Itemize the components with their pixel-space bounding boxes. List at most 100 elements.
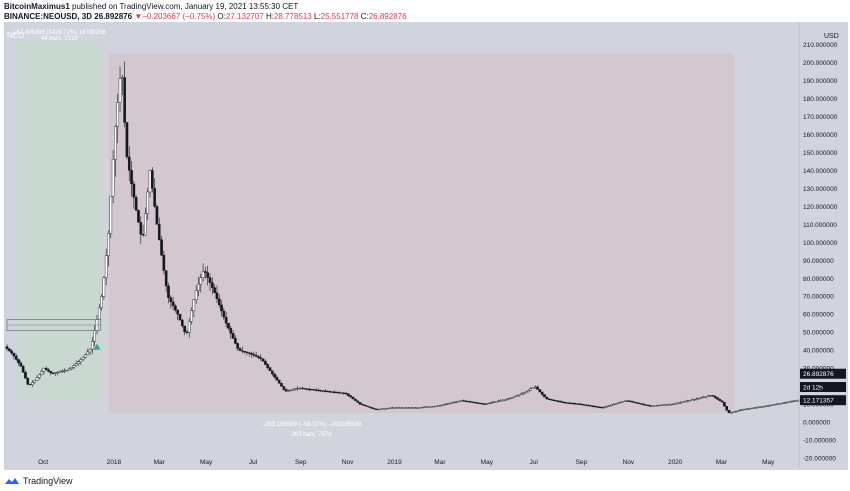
candle-body [300, 387, 304, 390]
candle-body [104, 255, 108, 279]
candle-body [416, 407, 419, 409]
candle-body [506, 398, 509, 400]
x-tick-label: Sep [576, 459, 588, 466]
candle-body [540, 391, 544, 395]
green-measure-zone[interactable] [16, 41, 103, 401]
candle-body [753, 407, 756, 409]
candle-body [430, 406, 433, 408]
candle-body [317, 389, 320, 392]
candle-body [501, 399, 505, 401]
candle-body [695, 398, 699, 400]
candle-body [72, 365, 76, 368]
candle-body [557, 400, 560, 402]
candle-body [630, 401, 634, 403]
x-tick-label: Jul [530, 459, 539, 466]
candle-body [658, 404, 662, 407]
candle-body [84, 354, 87, 358]
candle-body [340, 392, 343, 394]
candle-body [656, 405, 659, 407]
candle-body [407, 407, 410, 409]
y-tick-label: 0.000000 [803, 420, 830, 427]
y-tick-label: 180.000000 [803, 96, 838, 103]
candle-body [298, 387, 302, 390]
candle-body [513, 396, 516, 398]
candle-body [81, 357, 85, 360]
candle-body [342, 392, 346, 394]
candle-body [598, 406, 602, 408]
candle-body [725, 406, 729, 411]
candle-body [307, 388, 311, 390]
candle-body [796, 400, 800, 402]
brand-name[interactable]: TradingView [23, 476, 73, 486]
green-measure-bars-label: 44 bars, 131d [41, 36, 78, 42]
candle-body [19, 362, 23, 367]
publish-info: published on TradingView.com, January 19… [69, 2, 299, 11]
candle-body [234, 338, 237, 344]
candle-body [97, 307, 101, 320]
candle-body [287, 390, 290, 392]
candle-body [566, 402, 569, 404]
candle-body [720, 400, 724, 403]
candle-body [600, 407, 604, 409]
candle-body [773, 404, 777, 406]
candle-body [607, 405, 611, 407]
candle-body [473, 402, 477, 404]
candle-body [367, 406, 371, 408]
candle-body [704, 396, 708, 398]
close-value: 26.892876 [368, 12, 407, 21]
y-tick-label: 70.000000 [803, 294, 834, 301]
candle-body [227, 323, 230, 329]
candle-body [490, 402, 493, 404]
candle-body [780, 402, 784, 405]
candle-body [794, 400, 798, 402]
candle-body [379, 408, 383, 410]
x-tick-label: May [762, 459, 775, 466]
candle-body [10, 350, 13, 354]
candle-body [764, 405, 768, 407]
candle-body [561, 401, 565, 403]
candle-body [310, 389, 313, 391]
candle-body [637, 402, 641, 405]
candle-body [231, 333, 235, 339]
author-name[interactable]: BitcoinMaximus1 [4, 2, 70, 11]
candle-body [356, 400, 359, 403]
green-measure-label: 167.405098 (1428.72%) 16788256 [13, 30, 106, 36]
candle-body [14, 355, 18, 360]
candle-body [123, 77, 126, 123]
candle-body [515, 395, 519, 397]
candle-body [358, 402, 362, 405]
candle-body [646, 404, 650, 407]
high-label: H: [265, 12, 274, 21]
candle-body [746, 408, 749, 410]
red-measure-zone[interactable] [108, 53, 735, 414]
candle-body [26, 378, 30, 385]
candle-body [5, 346, 9, 349]
candle-body [563, 402, 567, 404]
candle-body [91, 340, 94, 350]
candle-body [510, 396, 514, 399]
x-tick-label: Sep [295, 459, 307, 466]
price-label: 2d 12h [803, 385, 823, 392]
candle-body [730, 412, 733, 414]
y-tick-label: 160.000000 [803, 132, 838, 139]
candle-body [324, 390, 327, 392]
price-chart[interactable]: 167.405098 (1428.72%) 16788256 44 bars, 1… [4, 22, 848, 470]
candle-body [649, 405, 652, 407]
candle-body [144, 213, 147, 236]
candle-body [370, 407, 373, 409]
candle-body [580, 403, 583, 406]
high-value: 28.778513 [273, 12, 312, 21]
candle-body [127, 156, 131, 171]
candle-body [303, 388, 306, 390]
candle-body [8, 348, 11, 352]
candle-body [109, 196, 113, 234]
y-tick-label: 90.000000 [803, 258, 834, 265]
up-triangle-icon [93, 343, 101, 350]
candle-body [67, 368, 71, 371]
candle-body [215, 292, 219, 299]
candle-body [487, 402, 491, 405]
candle-body [418, 407, 422, 409]
candle-body [626, 400, 629, 402]
candle-body [169, 297, 173, 302]
